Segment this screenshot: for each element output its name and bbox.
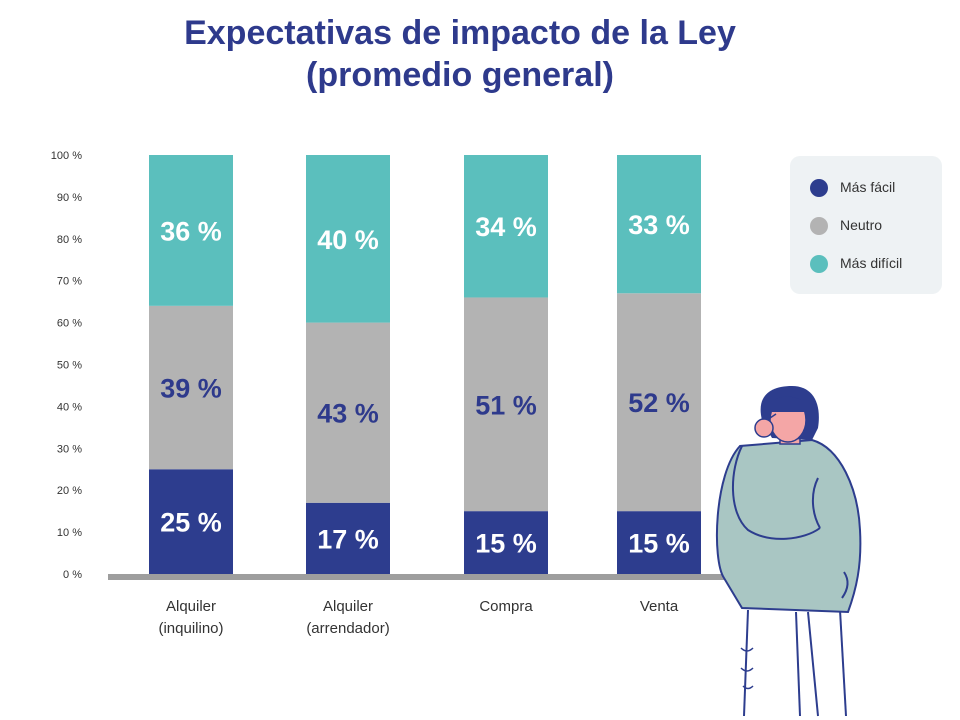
legend-swatch-mas-dificil (810, 255, 828, 273)
legend-swatch-neutro (810, 217, 828, 235)
bar-segment (617, 155, 701, 294)
y-tick-label: 0 % (63, 569, 82, 581)
y-tick-label: 70 % (57, 276, 82, 288)
bar-value-label: 36 % (160, 216, 222, 246)
bar-segment (617, 293, 701, 512)
x-category-label: Venta (640, 598, 679, 615)
bar-segment (617, 511, 701, 574)
bar-value-label: 15 % (475, 529, 537, 559)
bar-value-label: 39 % (160, 374, 222, 404)
bar-value-label: 33 % (628, 210, 690, 240)
y-tick-label: 90 % (57, 192, 82, 204)
bar-value-label: 40 % (317, 225, 379, 255)
bar-value-label: 52 % (628, 388, 690, 418)
bar-segment (464, 155, 548, 298)
legend-label-mas-facil: Más fácil (840, 179, 896, 195)
chart-title-line-1: Expectativas de impacto de la Ley (184, 14, 736, 52)
legend-swatch-mas-facil (810, 179, 828, 197)
legend-label-neutro: Neutro (840, 217, 883, 233)
chart-title-line-2: (promedio general) (306, 56, 614, 94)
x-axis-baseline (108, 574, 768, 580)
x-category-label: Compra (479, 598, 533, 615)
y-tick-label: 60 % (57, 318, 82, 330)
bar-value-label: 51 % (475, 390, 537, 420)
bar-value-label: 34 % (475, 212, 537, 242)
bar-segment (149, 469, 233, 574)
y-tick-label: 10 % (57, 527, 82, 539)
bar-segment (306, 155, 390, 323)
y-tick-label: 30 % (57, 443, 82, 455)
y-tick-label: 80 % (57, 234, 82, 246)
bar-segment (306, 322, 390, 503)
y-tick-label: 100 % (51, 150, 82, 162)
y-tick-label: 40 % (57, 401, 82, 413)
x-category-label: (inquilino) (158, 620, 223, 637)
bar-segment (464, 297, 548, 512)
bar-segment (149, 155, 233, 306)
legend-label-mas-dificil: Más difícil (840, 255, 903, 271)
bar-segment (149, 305, 233, 470)
y-tick-label: 20 % (57, 485, 82, 497)
bar-value-label: 17 % (317, 524, 379, 554)
legend: Más fácil Neutro Más difícil (790, 156, 942, 294)
bar-segment (306, 502, 390, 574)
x-category-label: Alquiler (323, 598, 373, 615)
bar-value-label: 15 % (628, 529, 690, 559)
bar-value-label: 25 % (160, 508, 222, 538)
x-category-label: Alquiler (166, 598, 216, 615)
bar-segment (464, 511, 548, 574)
bar-value-label: 43 % (317, 399, 379, 429)
y-tick-label: 50 % (57, 360, 82, 372)
x-category-label: (arrendador) (306, 620, 389, 637)
